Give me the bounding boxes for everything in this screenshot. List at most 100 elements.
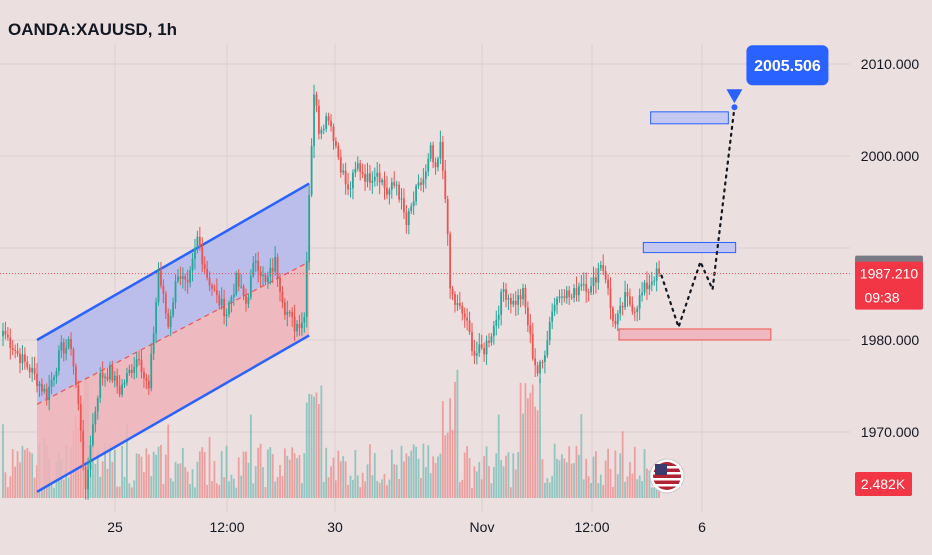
x-tick-label: 6 — [698, 519, 706, 535]
volume-bar — [109, 445, 111, 498]
candle-body — [643, 282, 646, 293]
volume-bar — [313, 396, 315, 498]
volume-bar — [157, 446, 160, 498]
volume-bar — [121, 445, 123, 498]
volume-bar — [490, 483, 493, 498]
candle-body — [534, 358, 537, 366]
volume-bar — [62, 479, 65, 498]
target-callout-pointer — [726, 89, 743, 104]
candle-body — [495, 319, 498, 326]
volume-bar — [478, 462, 481, 498]
candle-body — [449, 234, 452, 289]
candle-body — [468, 320, 471, 333]
volume-bar — [643, 449, 646, 498]
candle-body — [184, 276, 187, 280]
candle-body — [597, 268, 600, 283]
volume-bar — [575, 445, 578, 498]
candle-body — [198, 236, 201, 248]
volume-bar — [320, 385, 323, 498]
candle-body — [223, 298, 226, 317]
volume-bar — [648, 470, 651, 498]
volume-bar — [293, 453, 296, 498]
volume-bar — [395, 464, 398, 498]
volume-bar — [563, 458, 566, 498]
candle-body — [72, 349, 75, 367]
volume-bar — [330, 466, 332, 498]
volume-bar — [249, 414, 252, 498]
candle-body — [257, 260, 260, 272]
candle-body — [638, 295, 641, 309]
volume-bar — [150, 476, 153, 498]
volume-bar — [412, 444, 415, 498]
candle-body — [135, 359, 138, 368]
candle-body — [444, 170, 447, 200]
candle-body — [602, 265, 605, 271]
candle-body — [4, 330, 7, 335]
volume-bar — [616, 474, 619, 498]
candle-body — [101, 372, 104, 378]
candle-body — [43, 388, 46, 392]
volume-bar — [140, 456, 143, 498]
last-price-tag — [855, 261, 923, 310]
candle-body — [269, 267, 272, 277]
channel-upper-fill — [37, 183, 310, 405]
candle-body — [539, 361, 541, 374]
candle-body — [415, 185, 417, 202]
volume-bar — [619, 453, 622, 498]
candle-body — [456, 302, 459, 305]
volume-bar — [403, 461, 405, 498]
candle-body — [191, 258, 194, 271]
volume-bar — [254, 466, 257, 498]
volume-bar — [276, 477, 279, 498]
y-tick-label: 1970.000 — [861, 424, 920, 440]
candle-body — [118, 386, 121, 395]
volume-bar — [279, 464, 281, 498]
candle-body — [548, 321, 551, 341]
volume-bar — [437, 456, 439, 498]
candle-body — [138, 359, 140, 361]
volume-bar — [587, 476, 590, 498]
volume-bar — [488, 466, 490, 498]
candle-body — [96, 397, 99, 412]
candle-body — [558, 296, 561, 299]
candle-body — [94, 411, 97, 425]
volume-bar — [327, 477, 330, 498]
candle-body — [349, 188, 352, 190]
volume-bar — [398, 478, 400, 498]
volume-bar — [580, 414, 583, 498]
volume-bar — [361, 472, 364, 498]
candle-body — [478, 344, 481, 354]
volume-bar — [259, 443, 262, 498]
candle-body — [543, 355, 546, 362]
volume-bar — [325, 447, 328, 498]
volume-bar — [26, 447, 29, 498]
volume-bar — [315, 392, 318, 498]
volume-bar — [133, 480, 136, 498]
candle-body — [128, 369, 131, 373]
candle-body — [140, 359, 143, 372]
volume-bar — [471, 487, 473, 498]
volume-bar — [592, 456, 595, 498]
candle-body — [386, 187, 388, 195]
volume-bar — [203, 451, 206, 498]
volume-bar — [335, 480, 337, 498]
candle-body — [157, 271, 160, 302]
candle-body — [522, 287, 524, 300]
volume-bar — [449, 398, 452, 498]
volume-bar — [536, 410, 539, 498]
candle-body — [152, 333, 155, 354]
candle-body — [621, 305, 624, 308]
volume-bar — [50, 484, 53, 498]
candle-body — [50, 380, 53, 387]
volume-bar — [155, 454, 157, 498]
volume-bar — [621, 431, 624, 498]
candle-body — [332, 126, 335, 142]
candle-body — [181, 276, 184, 279]
candle-body — [177, 276, 179, 282]
volume-bar — [641, 481, 643, 498]
volume-bar — [631, 473, 634, 498]
candle-body — [369, 173, 371, 183]
candle-body — [77, 385, 80, 405]
